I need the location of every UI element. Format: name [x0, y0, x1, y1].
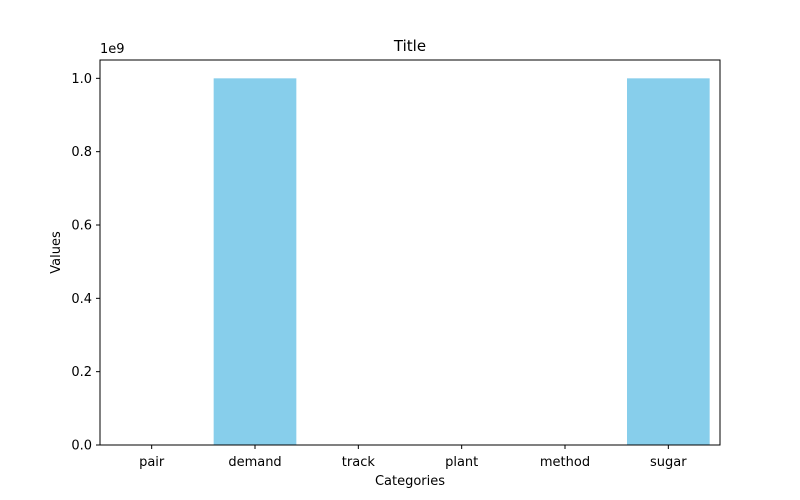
y-tick-label: 0.4 — [71, 292, 92, 307]
x-axis-label: Categories — [375, 474, 445, 489]
y-tick-label: 1.0 — [71, 72, 92, 87]
y-tick-label: 0.0 — [71, 439, 92, 454]
bar-sugar — [627, 78, 710, 445]
y-tick-label: 0.2 — [71, 365, 92, 380]
bars-group — [213, 78, 710, 445]
bar-demand — [213, 78, 297, 445]
y-axis-label: Values — [49, 231, 64, 274]
x-tick-label: method — [540, 455, 590, 470]
y-tick-label: 0.6 — [71, 219, 92, 234]
plot-frame — [99, 59, 721, 446]
x-tick-label: demand — [228, 455, 281, 470]
y-tick-label: 0.8 — [71, 145, 92, 160]
x-tick-label: sugar — [650, 455, 687, 470]
x-tick-label: track — [342, 455, 376, 470]
y-axis-ticks: 0.0 0.2 0.4 0.6 0.8 1.0 — [71, 72, 100, 454]
y-axis-offset-label: 1e9 — [100, 42, 125, 57]
x-tick-label: pair — [139, 455, 165, 470]
x-tick-label: plant — [445, 455, 478, 470]
chart-title: Title — [393, 37, 426, 55]
x-axis-ticks: pair demand track plant method sugar — [139, 445, 687, 470]
